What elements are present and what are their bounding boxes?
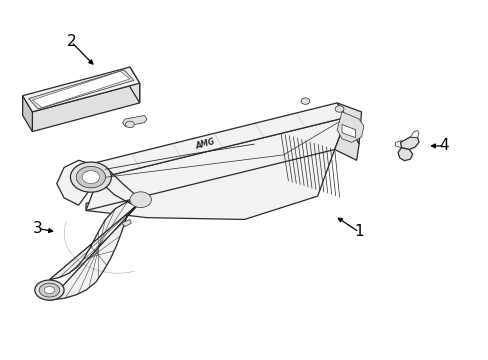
Circle shape [84, 171, 96, 180]
Circle shape [76, 166, 105, 188]
Polygon shape [28, 70, 134, 109]
Text: 2: 2 [66, 35, 76, 49]
Text: 3: 3 [32, 221, 42, 236]
Polygon shape [32, 71, 130, 108]
Polygon shape [122, 116, 147, 126]
Polygon shape [32, 83, 140, 132]
Polygon shape [341, 125, 355, 138]
Circle shape [70, 162, 111, 192]
Circle shape [82, 171, 100, 184]
Circle shape [301, 98, 309, 104]
Polygon shape [22, 67, 140, 112]
Polygon shape [336, 103, 361, 144]
Polygon shape [86, 117, 346, 211]
Text: 4: 4 [439, 139, 448, 153]
Text: 1: 1 [353, 225, 363, 239]
Polygon shape [130, 67, 140, 103]
Polygon shape [57, 160, 98, 205]
Polygon shape [409, 131, 418, 138]
Polygon shape [334, 117, 358, 160]
Polygon shape [91, 103, 346, 178]
Ellipse shape [44, 287, 55, 294]
Circle shape [125, 121, 134, 128]
Circle shape [334, 106, 343, 112]
Circle shape [130, 192, 151, 208]
Polygon shape [49, 198, 144, 300]
Polygon shape [336, 112, 363, 142]
Polygon shape [395, 140, 401, 148]
Ellipse shape [35, 280, 64, 300]
Polygon shape [86, 142, 334, 220]
Polygon shape [397, 148, 412, 161]
Polygon shape [22, 96, 32, 132]
Text: AMG: AMG [194, 137, 216, 151]
Polygon shape [122, 220, 131, 226]
Ellipse shape [39, 283, 60, 297]
Polygon shape [400, 137, 418, 149]
